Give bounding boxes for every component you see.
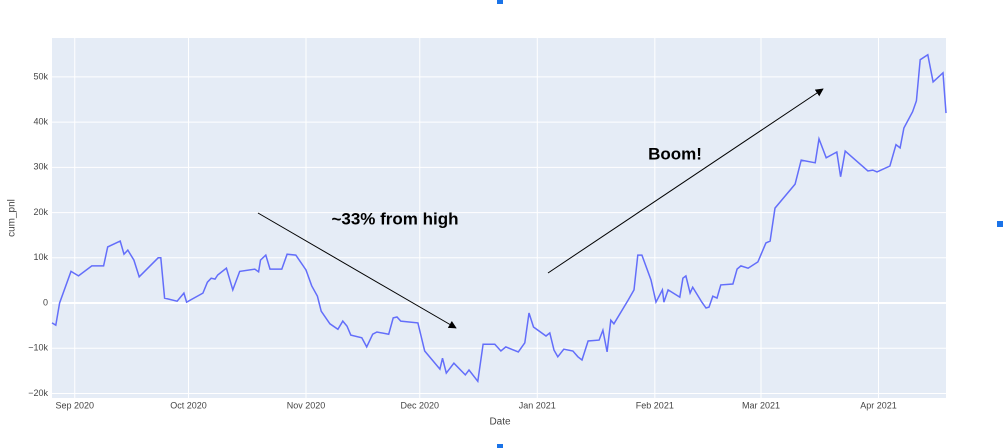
- arrow: [257, 212, 457, 329]
- x-tick-label: Dec 2020: [400, 400, 439, 410]
- y-tick-label: 10k: [33, 252, 48, 262]
- x-axis-title: Date: [489, 417, 511, 428]
- x-tick-label: Nov 2020: [287, 400, 326, 410]
- handle: [997, 221, 1003, 227]
- annotation: Boom!: [648, 144, 702, 163]
- x-tick-label: Jan 2021: [519, 400, 556, 410]
- arrow: [547, 88, 824, 274]
- grid: [52, 38, 946, 398]
- handle: [497, 444, 503, 448]
- y-axis-title: cum_pnl: [7, 199, 18, 237]
- y-tick-label: 20k: [33, 207, 48, 217]
- x-tick-label: Feb 2021: [636, 400, 674, 410]
- x-tick-label: Apr 2021: [860, 400, 897, 410]
- y-tick-label: −20k: [28, 388, 48, 398]
- y-tick-label: 40k: [33, 116, 48, 126]
- x-tick-label: Oct 2020: [170, 400, 207, 410]
- y-tick-label: 50k: [33, 71, 48, 81]
- handle: [497, 0, 503, 4]
- y-tick-label: −10k: [28, 343, 48, 353]
- y-tick-label: 30k: [33, 162, 48, 172]
- plot-area: [52, 38, 946, 398]
- annotation: ~33% from high: [331, 209, 458, 228]
- y-tick-label: 0: [43, 297, 48, 307]
- marks: [51, 53, 947, 384]
- x-tick-label: Sep 2020: [55, 400, 94, 410]
- line: [51, 53, 947, 384]
- x-tick-label: Mar 2021: [742, 400, 780, 410]
